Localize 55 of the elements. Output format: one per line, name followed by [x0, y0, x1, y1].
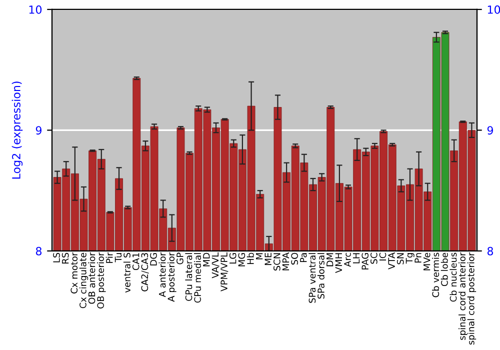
- x-tick-label: Cx motor: [70, 252, 78, 294]
- x-tick-label: SPa ventral: [308, 253, 316, 303]
- x-tick-label: Tu: [114, 253, 122, 262]
- x-tick-label: LS: [53, 252, 60, 262]
- x-tick-label: OB posterior: [97, 252, 106, 309]
- x-tick-label: Pn: [414, 253, 422, 262]
- x-tick-label: CPu medial: [194, 253, 201, 303]
- x-tick-label: Pir: [106, 252, 113, 263]
- x-tick-label: LH: [352, 253, 360, 264]
- x-tick-label: RS: [62, 252, 69, 264]
- x-tick-label: VA/VL: [212, 252, 220, 278]
- x-tick-label: VMH: [335, 253, 342, 274]
- x-tick-label: GP: [176, 252, 184, 264]
- x-tick-label: Cb nucleus: [450, 252, 457, 302]
- x-tick-label: Pa: [300, 253, 307, 262]
- x-tick-label: VPM/VPL: [220, 252, 228, 292]
- x-tick-label: MVe: [424, 252, 430, 270]
- y2-tick-label: 9: [487, 126, 494, 135]
- y-tick-label: 8: [36, 246, 42, 256]
- x-tick-label: Tg: [406, 253, 414, 264]
- y-axis-title: Log2 (expression): [12, 82, 23, 179]
- x-tick-label: M: [256, 253, 263, 260]
- x-tick-label: IC: [379, 252, 386, 260]
- x-tick-label: spinal cord posterior: [467, 252, 476, 345]
- x-tick-label: Cx cingulate: [79, 252, 88, 308]
- y2-tick-label: 10: [488, 5, 500, 14]
- x-tick-label: A posterior: [168, 252, 176, 302]
- y-tick-label: 9: [36, 126, 42, 135]
- x-tick-label: MD: [203, 252, 210, 266]
- y2-tick-label: 8: [487, 246, 494, 256]
- x-tick-label: CPu lateral: [185, 253, 192, 301]
- x-tick-label: CA1: [132, 253, 140, 270]
- x-tick-label: SN: [396, 253, 404, 264]
- x-tick-label: SO: [291, 252, 298, 265]
- y-tick-label: 10: [29, 5, 42, 14]
- x-tick-label: ME: [264, 252, 272, 265]
- x-tick-label: Arc: [344, 252, 351, 267]
- x-tick-label: DG: [150, 253, 157, 266]
- x-tick-label: MPA: [282, 252, 290, 270]
- x-tick-label: ventral S: [123, 252, 130, 293]
- x-tick-label: DM: [326, 253, 334, 266]
- x-tick-label: LG: [229, 253, 236, 264]
- x-tick-label: SCN: [274, 253, 280, 271]
- x-tick-label: MG: [238, 253, 246, 266]
- x-tick-label: VTA: [388, 252, 395, 270]
- x-tick-label: OB anterior: [88, 252, 96, 304]
- x-tick-label: SPa dorsal: [317, 253, 324, 299]
- x-tick-label: SC: [370, 252, 378, 264]
- x-tick-label: Hb: [246, 252, 254, 264]
- x-tick-label: spinal cord anterior: [458, 252, 468, 340]
- x-tick-label: Cb vermis: [432, 252, 440, 298]
- x-tick-label: Cb lobe: [440, 252, 448, 286]
- x-tick-label: PAG: [362, 253, 369, 270]
- x-tick-label: CA2/CA3: [141, 253, 149, 292]
- x-tick-label: A anterior: [158, 252, 166, 298]
